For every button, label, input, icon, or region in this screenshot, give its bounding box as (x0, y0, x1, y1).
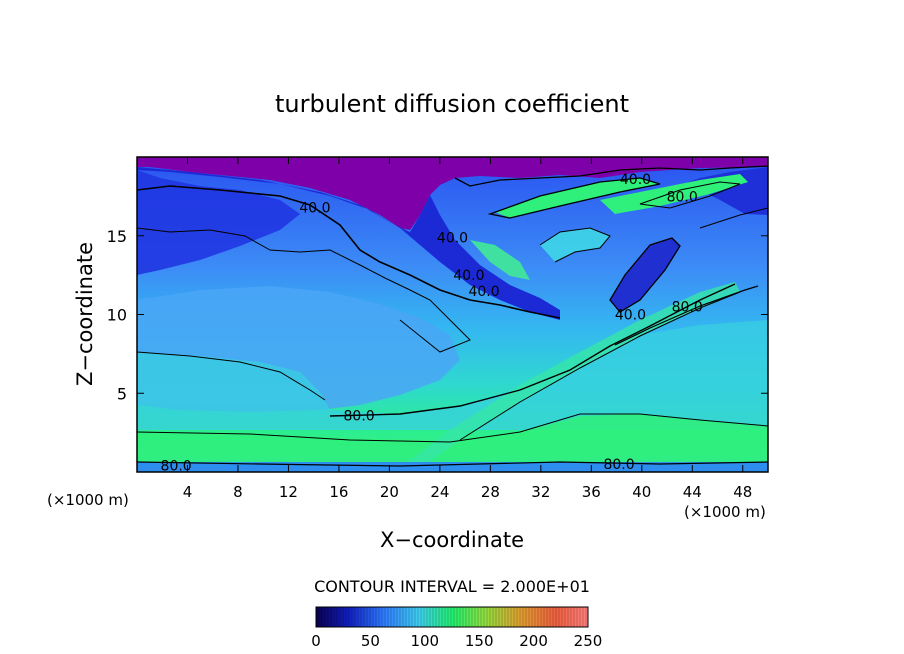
y-axis-ticks: 5 10 15 (107, 227, 768, 403)
high-value-streak-1 (495, 178, 660, 218)
x-unit-right: (×1000 m) (684, 503, 766, 521)
contour-label: 40.0 (615, 308, 646, 324)
colorbar-tick-label: 50 (361, 632, 380, 650)
low-value-pocket (610, 238, 680, 312)
x-tick-label: 44 (683, 483, 702, 501)
contour-label: 80.0 (672, 300, 703, 316)
x-tick-label: 28 (481, 483, 500, 501)
contour-line (459, 291, 741, 441)
x-tick-label: 24 (430, 483, 449, 501)
colorbar-frame (315, 606, 589, 628)
contour-line (329, 283, 736, 417)
colorbar-tick-label: 200 (519, 632, 548, 650)
x-tick-label: 20 (380, 483, 399, 501)
top-layer-region (137, 157, 768, 230)
x-axis-label: X−coordinate (380, 528, 524, 552)
high-value-streak-3 (470, 240, 530, 280)
contour-label: 80.0 (667, 189, 698, 205)
x-unit-left: (×1000 m) (47, 491, 129, 509)
contour-interval-text: CONTOUR INTERVAL = 2.000E+01 (314, 577, 590, 596)
chart-title: turbulent diffusion coefficient (275, 90, 629, 118)
contour-line (454, 165, 768, 187)
swirl-feature (540, 228, 610, 262)
y-tick-label: 10 (107, 306, 127, 325)
colorbar-tick-label: 100 (410, 632, 439, 650)
contour-line (137, 185, 561, 319)
contour-line (137, 351, 326, 401)
colorbar-stripes (318, 607, 587, 627)
colorbar-tick-label: 0 (311, 632, 321, 650)
contour-label: 80.0 (603, 457, 634, 473)
contour-label: 40.0 (437, 230, 468, 246)
contour-label: 40.0 (453, 268, 484, 284)
low-value-region-left (137, 170, 300, 275)
surface-layer (137, 462, 768, 472)
y-tick-label: 15 (107, 227, 127, 246)
contour-label: 80.0 (344, 408, 375, 424)
contour-line (487, 177, 661, 219)
contour-line (137, 227, 471, 353)
x-tick-label: 12 (279, 483, 298, 501)
x-axis-ticks: 4 8 12 16 20 24 28 32 36 40 44 48 (183, 157, 752, 501)
contour-line (539, 227, 611, 263)
contour-line (137, 413, 768, 443)
x-tick-label: 36 (582, 483, 601, 501)
contour-line (137, 461, 768, 467)
low-value-region-right (680, 167, 768, 215)
x-tick-label: 16 (329, 483, 348, 501)
x-tick-label: 48 (733, 483, 752, 501)
contour-line (614, 285, 759, 346)
contour-label: 40.0 (620, 172, 651, 188)
low-value-region-upper (137, 167, 560, 320)
colorbar-tick-label: 250 (574, 632, 603, 650)
contour-label: 80.0 (161, 459, 192, 475)
x-tick-label: 32 (531, 483, 550, 501)
y-tick-label: 5 (117, 384, 127, 403)
contour-lines (137, 165, 768, 467)
contour-labels: 40.0 40.0 40.0 40.0 40.0 40.0 80.0 80.0 … (161, 172, 703, 475)
contour-line (609, 237, 681, 313)
contour-label: 40.0 (299, 200, 330, 216)
contour-line (699, 207, 768, 229)
y-axis-label: Z−coordinate (73, 242, 97, 386)
colorbar-tick-label: 150 (465, 632, 494, 650)
x-tick-label: 4 (183, 483, 193, 501)
high-value-band (137, 414, 768, 462)
contour-line (639, 181, 741, 209)
contour-label: 40.0 (468, 284, 499, 300)
colorbar: 0 50 100 150 200 250 (311, 606, 602, 650)
colorbar-ticks: 0 50 100 150 200 250 (311, 632, 602, 650)
x-tick-label: 40 (632, 483, 651, 501)
heatmap-field: 40.0 40.0 40.0 40.0 40.0 40.0 80.0 80.0 … (137, 157, 768, 475)
x-tick-label: 8 (233, 483, 243, 501)
colorbar-gradient (316, 607, 588, 627)
